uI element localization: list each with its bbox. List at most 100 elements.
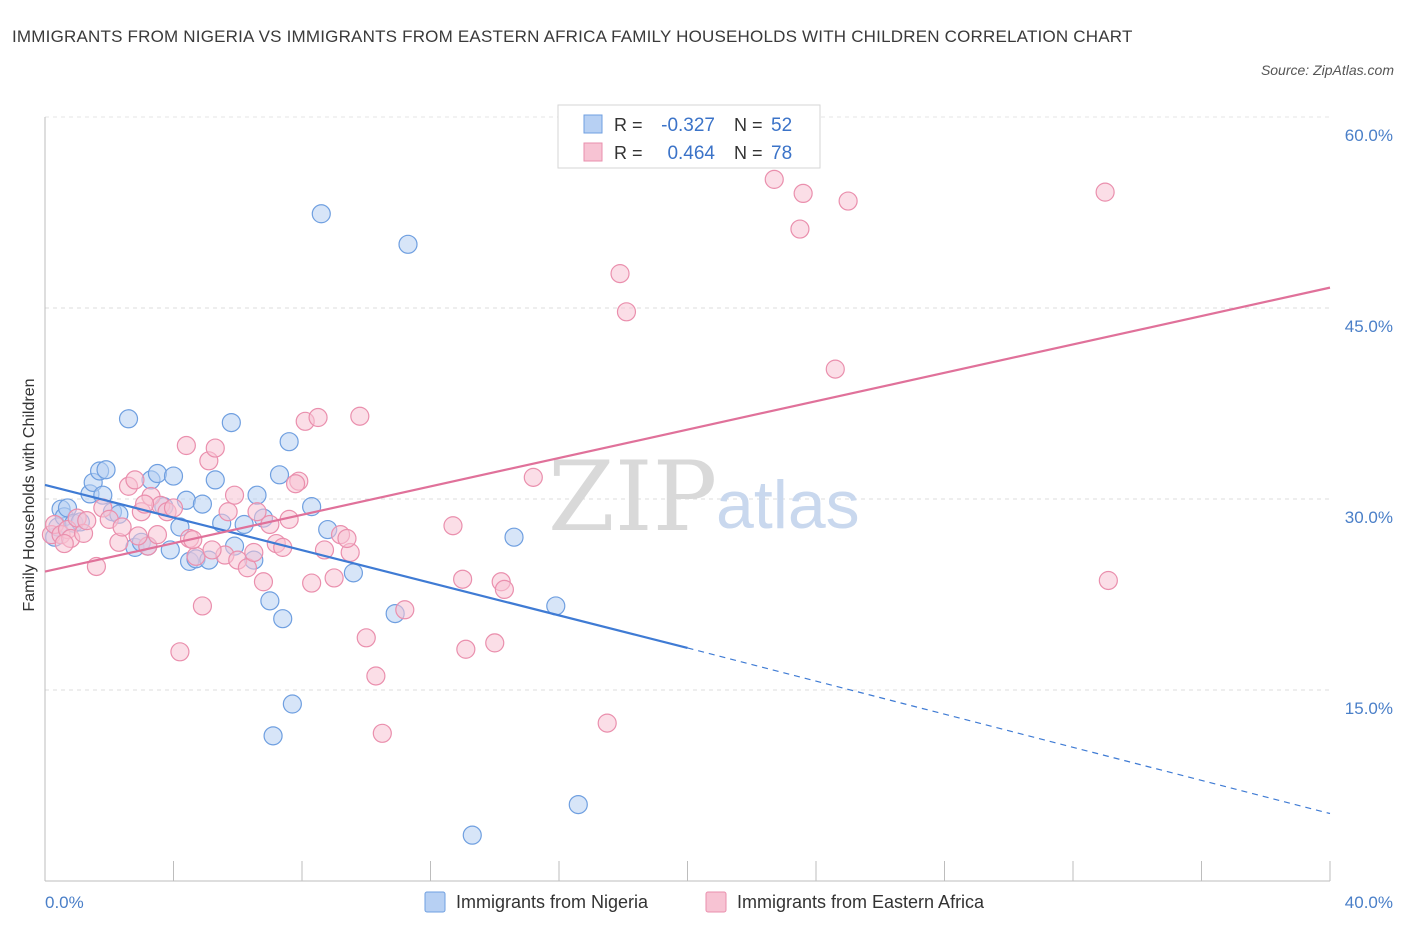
point-nigeria-35 (247, 485, 267, 505)
point-eastern-africa-54 (456, 639, 476, 659)
x-tick-label-1: 40.0% (1345, 893, 1393, 912)
point-eastern-africa-29 (218, 502, 238, 522)
point-nigeria-40 (279, 432, 299, 452)
axes (44, 117, 1331, 882)
point-eastern-africa-22 (176, 435, 196, 456)
y-tick-label-0: 15.0% (1345, 699, 1393, 718)
point-eastern-africa-25 (192, 596, 213, 616)
trend-line-nigeria (44, 483, 688, 650)
legend-swatch-nigeria (583, 114, 603, 134)
legend-r-value-1: 0.464 (667, 143, 715, 164)
point-eastern-africa-71 (128, 526, 148, 546)
point-eastern-africa-55 (485, 633, 505, 653)
point-nigeria-37 (260, 591, 280, 611)
point-eastern-africa-60 (610, 264, 630, 284)
point-nigeria-45 (311, 204, 331, 224)
legend-n-label-1: N = (734, 143, 763, 163)
chart-source: Source: ZipAtlas.com (1260, 62, 1394, 78)
point-nigeria-38 (269, 465, 290, 485)
point-nigeria-22 (163, 466, 184, 486)
point-nigeria-27 (192, 494, 213, 514)
x-tick-label-0: 0.0% (45, 893, 84, 912)
legend-bottom-label-nigeria: Immigrants from Nigeria (456, 892, 649, 912)
point-eastern-africa-63 (790, 219, 810, 239)
point-eastern-africa-41 (302, 573, 322, 593)
point-eastern-africa-20 (163, 498, 184, 518)
point-nigeria-52 (568, 794, 588, 815)
point-eastern-africa-33 (244, 542, 264, 563)
point-eastern-africa-44 (324, 568, 344, 588)
point-eastern-africa-49 (366, 666, 386, 686)
y-axis-label: Family Households with Children (21, 379, 38, 612)
point-eastern-africa-61 (616, 302, 637, 322)
point-eastern-africa-59 (597, 713, 617, 733)
point-eastern-africa-48 (356, 628, 376, 648)
y-tick-label-3: 60.0% (1345, 126, 1393, 145)
point-eastern-africa-27 (205, 438, 225, 458)
point-eastern-africa-74 (285, 474, 306, 494)
point-eastern-africa-68 (1098, 570, 1118, 591)
point-eastern-africa-13 (125, 470, 145, 490)
y-tick-label-2: 45.0% (1345, 317, 1393, 336)
point-eastern-africa-53 (453, 569, 473, 589)
trend-lines (44, 286, 1331, 815)
point-eastern-africa-72 (77, 511, 97, 531)
legend-bottom-label-eastern-africa: Immigrants from Eastern Africa (737, 892, 985, 912)
point-eastern-africa-11 (112, 517, 132, 537)
trend-line-eastern-africa (44, 286, 1331, 573)
point-eastern-africa-24 (186, 546, 206, 566)
point-eastern-africa-69 (202, 540, 222, 560)
point-nigeria-31 (221, 413, 241, 433)
point-nigeria-46 (343, 563, 363, 583)
point-nigeria-50 (504, 527, 524, 547)
trend-line-nigeria-extension (687, 647, 1331, 815)
chart-title: IMMIGRANTS FROM NIGERIA VS IMMIGRANTS FR… (12, 27, 1133, 46)
gridlines (45, 116, 1330, 691)
point-eastern-africa-58 (523, 467, 543, 487)
point-eastern-africa-76 (337, 528, 357, 549)
legend-bottom-swatch-eastern-africa (705, 891, 727, 913)
legend-r-value-0: -0.327 (661, 115, 715, 136)
point-eastern-africa-17 (147, 525, 168, 545)
point-nigeria-39 (273, 609, 293, 629)
legend-swatch-eastern-africa (583, 142, 603, 162)
point-nigeria-11 (96, 460, 116, 480)
point-eastern-africa-70 (247, 502, 267, 522)
legend-bottom-swatch-nigeria (424, 891, 446, 913)
point-nigeria-42 (263, 726, 283, 746)
point-eastern-africa-52 (443, 516, 463, 536)
series-legend: Immigrants from Nigeria Immigrants from E… (424, 891, 985, 913)
point-nigeria-49 (462, 825, 482, 845)
watermark-zip: ZIP (548, 441, 717, 553)
point-eastern-africa-47 (350, 406, 370, 426)
point-nigeria-48 (398, 234, 418, 254)
x-tick-labels: 0.0% 40.0% (45, 893, 1393, 912)
point-eastern-africa-21 (170, 642, 190, 662)
point-eastern-africa-57 (494, 579, 514, 600)
correlation-legend: R = -0.327 N = 52 R = 0.464 N = 78 (557, 104, 821, 169)
point-eastern-africa-34 (253, 572, 274, 592)
point-nigeria-19 (147, 463, 168, 484)
point-eastern-africa-51 (395, 600, 415, 620)
point-eastern-africa-67 (1095, 182, 1115, 202)
point-nigeria-14 (118, 409, 139, 429)
point-eastern-africa-65 (825, 359, 845, 379)
watermark: ZIP atlas (548, 441, 860, 553)
point-eastern-africa-66 (838, 191, 858, 211)
point-eastern-africa-50 (372, 723, 392, 743)
legend-n-label-0: N = (734, 115, 763, 135)
point-eastern-africa-62 (764, 169, 784, 189)
y-tick-label-1: 30.0% (1345, 508, 1393, 527)
legend-r-label-0: R = (614, 115, 643, 135)
point-eastern-africa-30 (224, 485, 245, 505)
watermark-atlas: atlas (716, 467, 860, 543)
point-eastern-africa-73 (54, 533, 74, 554)
legend-r-label-1: R = (614, 143, 643, 163)
point-eastern-africa-64 (793, 183, 813, 203)
point-nigeria-29 (205, 470, 225, 490)
legend-n-value-0: 52 (771, 115, 792, 136)
y-tick-labels: 15.0% 30.0% 45.0% 60.0% (1345, 126, 1393, 718)
point-eastern-africa-42 (308, 407, 328, 428)
legend-n-value-1: 78 (771, 143, 792, 164)
